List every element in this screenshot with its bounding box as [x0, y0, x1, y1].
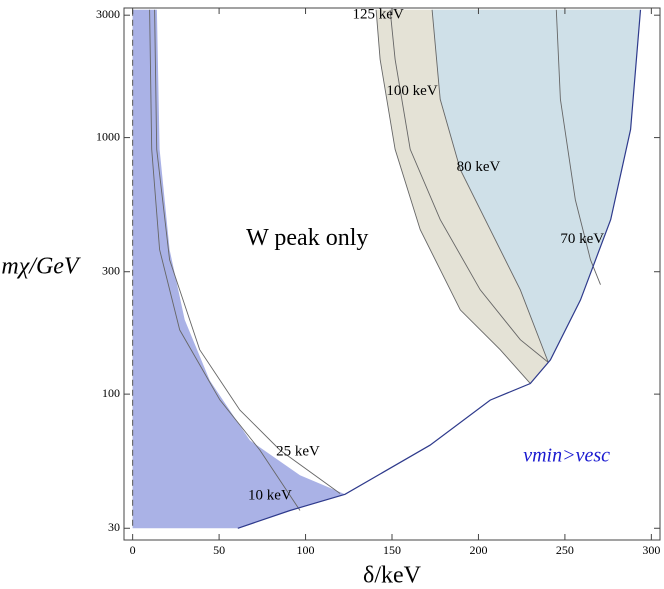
x-tick-label: 100 [297, 543, 315, 557]
x-tick-label: 50 [213, 543, 225, 557]
contour-line [149, 9, 301, 511]
y-axis-label: mχ/GeV [1, 254, 81, 280]
y-tick-label: 30 [108, 520, 120, 534]
contour-label: 125 keV [353, 7, 404, 23]
y-tick-label: 1000 [96, 129, 120, 143]
annotation: vmin>vesc [523, 444, 610, 466]
boundary-line [237, 9, 642, 529]
region [132, 9, 345, 529]
y-tick-label: 300 [102, 263, 120, 277]
x-tick-label: 200 [469, 543, 487, 557]
contour-label: 25 keV [276, 444, 320, 460]
x-tick-label: 0 [130, 543, 136, 557]
contour-line [555, 9, 601, 285]
contour-line [431, 9, 549, 363]
y-tick-label: 3000 [96, 7, 120, 21]
y-tick-label: 100 [102, 386, 120, 400]
contour-label: 10 keV [248, 488, 292, 504]
x-tick-label: 300 [642, 543, 660, 557]
contour-label: 70 keV [560, 231, 604, 247]
contour-label: 80 keV [457, 159, 501, 175]
contour-line [154, 9, 341, 494]
x-tick-label: 150 [383, 543, 401, 557]
region [432, 9, 641, 363]
contour-line [389, 9, 549, 363]
annotation: W peak only [246, 225, 368, 251]
contour-line [375, 9, 531, 384]
x-axis-label: δ/keV [363, 563, 422, 589]
x-tick-label: 250 [556, 543, 574, 557]
contour-label: 100 keV [386, 83, 437, 99]
